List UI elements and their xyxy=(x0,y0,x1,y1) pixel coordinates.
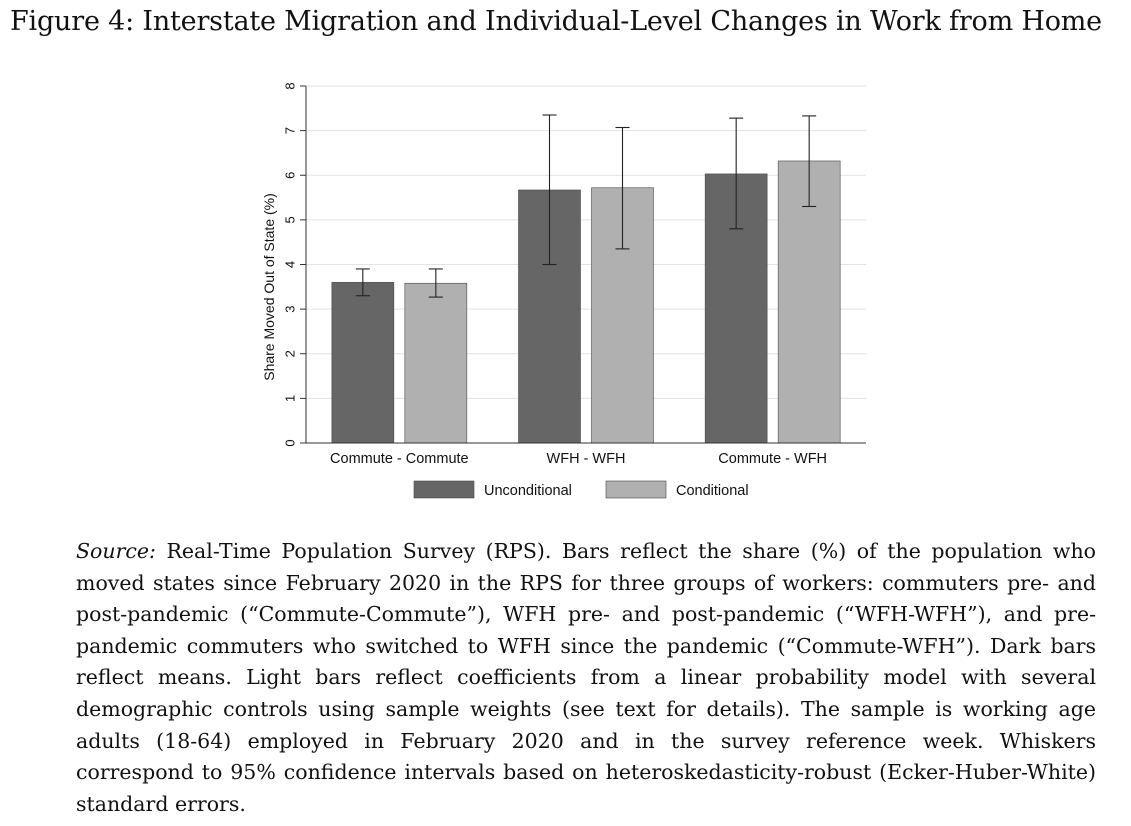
legend-label-unconditional: Unconditional xyxy=(484,483,572,499)
figure-caption: Source: Real-Time Population Survey (RPS… xyxy=(76,536,1096,820)
x-category-label: Commute - Commute xyxy=(330,451,469,467)
bars xyxy=(331,160,841,444)
bar-conditional-1 xyxy=(404,282,468,444)
y-tick-label: 1 xyxy=(283,395,298,402)
y-tick-label: 7 xyxy=(283,127,298,134)
legend-swatch-conditional xyxy=(605,480,667,499)
bar-conditional-3 xyxy=(777,160,841,444)
y-tick-label: 5 xyxy=(283,216,298,223)
legend-swatch-unconditional xyxy=(413,480,475,499)
gridlines xyxy=(306,85,866,399)
y-tick-label: 4 xyxy=(283,261,298,268)
y-tick-label: 3 xyxy=(283,306,298,313)
y-tick-label: 6 xyxy=(283,172,298,179)
y-tick-label: 8 xyxy=(283,82,298,89)
x-category-label: WFH - WFH xyxy=(547,451,626,467)
figure-title: Figure 4: Interstate Migration and Indiv… xyxy=(10,6,1102,37)
caption-text: Real-Time Population Survey (RPS). Bars … xyxy=(76,539,1096,816)
y-axis-label: Share Moved Out of State (%) xyxy=(261,193,277,381)
legend: Unconditional Conditional xyxy=(413,480,749,499)
bar-chart: 0 1 2 3 4 5 6 7 8 Commute - Commute WFH - WFH Commu… xyxy=(261,82,866,499)
bar-unconditional-1 xyxy=(331,282,395,444)
axes: 0 1 2 3 4 5 6 7 8 Commute - Commute WFH - WFH Commu… xyxy=(283,82,866,467)
y-tick-label: 0 xyxy=(283,439,298,446)
error-bars xyxy=(355,114,817,298)
legend-label-conditional: Conditional xyxy=(676,483,749,499)
x-category-label: Commute - WFH xyxy=(718,451,827,467)
caption-source-label: Source: xyxy=(76,539,156,563)
y-tick-label: 2 xyxy=(283,350,298,357)
